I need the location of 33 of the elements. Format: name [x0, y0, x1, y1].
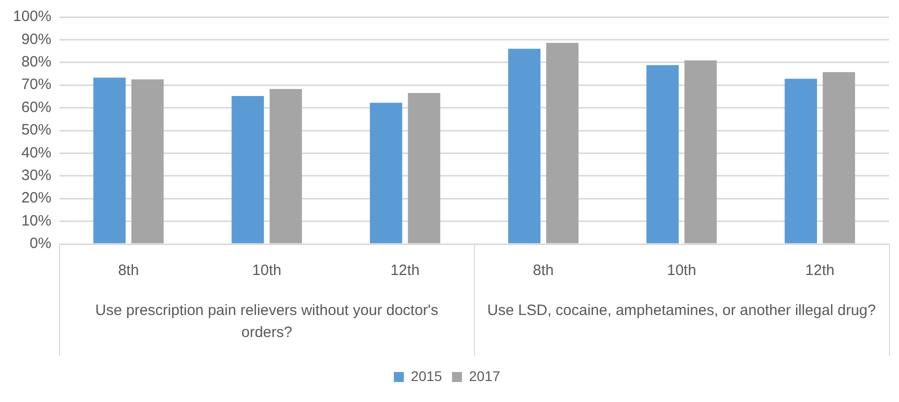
y-tick-label: 90%	[21, 30, 52, 48]
y-tick-label: 100%	[12, 8, 52, 26]
bar	[131, 79, 164, 244]
bar	[684, 60, 717, 244]
y-tick-label: 40%	[21, 144, 52, 162]
bar	[370, 102, 402, 244]
x-tick-label: 8th	[118, 262, 139, 280]
bar	[784, 78, 818, 244]
bar	[646, 65, 679, 244]
legend-label: 2017	[469, 368, 500, 384]
y-tick-label: 10%	[21, 212, 52, 230]
x-tick-label: 12th	[390, 262, 420, 280]
y-tick-label: 30%	[21, 167, 52, 184]
bar	[270, 88, 302, 244]
x-tick-label: 10th	[666, 262, 696, 280]
x-tick-label: 10th	[252, 262, 282, 280]
y-tick-label: 50%	[21, 122, 52, 139]
text: Use prescription pain relievers without your doctor's orders?	[95, 302, 438, 342]
x-tick-label: 8th	[532, 262, 554, 280]
y-tick-label: 60%	[21, 98, 52, 116]
y-tick-label: 0%	[30, 235, 52, 252]
x-tick-label: 12th	[805, 262, 834, 280]
y-tick-label: 80%	[21, 54, 52, 71]
bar	[232, 96, 264, 244]
bar	[822, 72, 856, 244]
bar	[546, 42, 578, 244]
y-tick-label: 20%	[21, 190, 52, 207]
y-tick-label: 70%	[21, 76, 52, 94]
text: Use LSD, cocaine, amphetamines, or another illegal drug?	[487, 302, 876, 320]
legend-label: 2015	[410, 368, 442, 384]
bar	[508, 48, 540, 244]
bar	[408, 93, 440, 244]
bar	[93, 78, 126, 244]
